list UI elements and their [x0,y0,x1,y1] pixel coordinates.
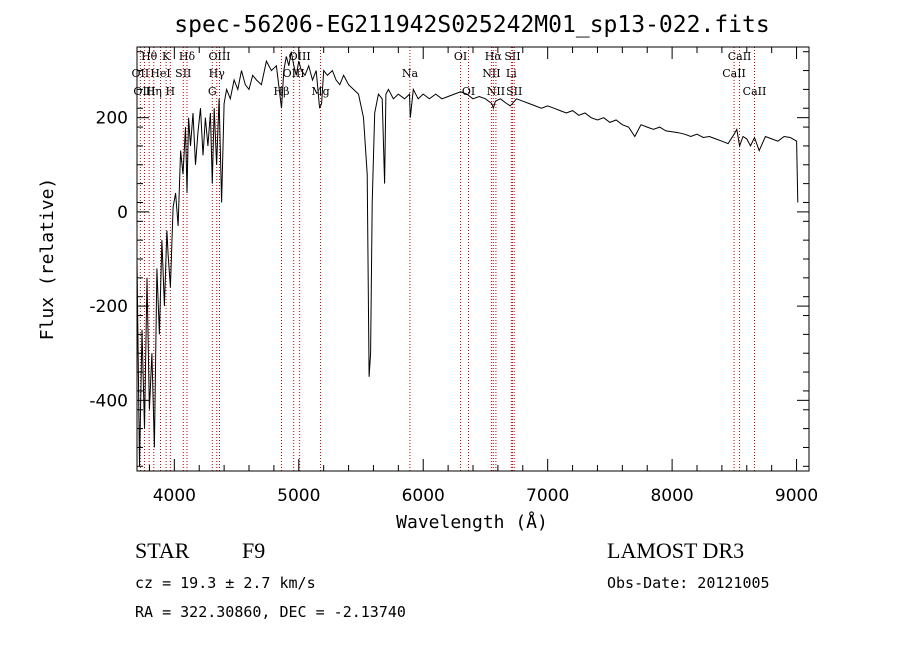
chart-title: spec-56206-EG211942S025242M01_sp13-022.f… [174,12,769,38]
x-tick-label: 9000 [775,486,818,506]
x-axis-ticks: 4000 5000 6000 7000 8000 9000 [148,47,818,506]
line-label: OIII [208,50,230,63]
x-tick-label: 8000 [650,486,693,506]
line-label: Na [402,67,419,80]
line-label: SII [504,50,520,63]
line-label: Mg [311,85,329,98]
line-label: Hθ [141,50,158,63]
line-label: CaII [722,67,746,80]
line-label: NII [482,67,500,80]
line-label: K [162,50,171,63]
line-label: OIII [283,67,305,80]
line-label: Li [506,67,517,80]
line-label: OIII [133,85,155,98]
line-label: OI [462,85,475,98]
object-subclass: F9 [242,538,266,563]
line-label: CaII [743,85,767,98]
line-label: G [208,85,217,98]
y-tick-label: -400 [89,391,128,411]
y-axis-ticks: -400 -200 0 200 [89,51,809,467]
survey-name: LAMOST DR3 [607,538,745,563]
line-markers [139,47,755,471]
line-label: OII [132,67,150,80]
line-label: HeI [150,67,170,80]
redshift-cz: cz = 19.3 ± 2.7 km/s [135,574,316,592]
y-tick-label: 0 [117,203,128,223]
y-axis-label: Flux (relative) [37,178,58,341]
line-labels: Hθ OII OIII K HeI Hη H Hδ SII OIII Hγ G Hβ OIII OIII Mg… [132,50,767,98]
object-class: STAR [135,538,190,563]
x-tick-label: 4000 [153,486,196,506]
line-label: SII [506,85,522,98]
line-label: OI [454,50,467,63]
line-label: Hη [146,85,162,98]
x-axis-label: Wavelength (Å) [396,511,548,533]
line-label: OIII [289,50,311,63]
x-tick-label: 6000 [402,486,445,506]
line-label: Hδ [179,50,196,63]
ra-dec: RA = 322.30860, DEC = -2.13740 [135,603,406,621]
line-label: Hβ [274,85,290,98]
x-tick-label: 5000 [277,486,320,506]
line-label: CaII [728,50,752,63]
obs-date: Obs-Date: 20121005 [607,574,770,592]
y-tick-label: 200 [96,109,128,129]
line-label: H [166,85,176,98]
line-label: SII [175,67,191,80]
line-label: Hα [485,50,503,63]
x-tick-label: 7000 [526,486,569,506]
line-label: NII [487,85,505,98]
line-label: Hγ [209,67,226,80]
spectrum-line [136,51,799,467]
y-tick-label: -200 [89,297,128,317]
plot-frame [136,46,810,472]
